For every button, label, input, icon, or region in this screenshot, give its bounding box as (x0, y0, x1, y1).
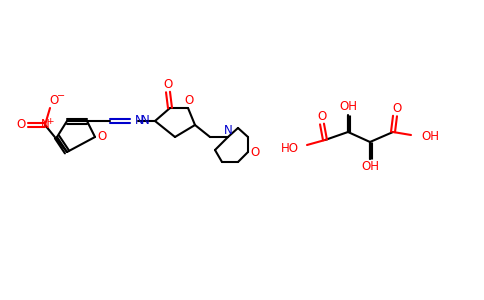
Text: O: O (393, 101, 402, 115)
Text: O: O (164, 77, 173, 91)
Text: O: O (16, 118, 26, 131)
Text: +: + (46, 116, 54, 125)
Text: N: N (41, 118, 49, 131)
Text: HO: HO (281, 142, 299, 154)
Text: O: O (184, 94, 194, 106)
Text: O: O (318, 110, 327, 122)
Text: OH: OH (361, 160, 379, 173)
Text: OH: OH (421, 130, 439, 143)
Text: O: O (97, 130, 106, 143)
Text: N: N (135, 113, 144, 127)
Text: O: O (49, 94, 59, 106)
Text: −: − (57, 91, 65, 101)
Text: N: N (141, 113, 150, 127)
Text: OH: OH (339, 100, 357, 113)
Text: O: O (250, 146, 259, 158)
Text: N: N (224, 124, 232, 137)
